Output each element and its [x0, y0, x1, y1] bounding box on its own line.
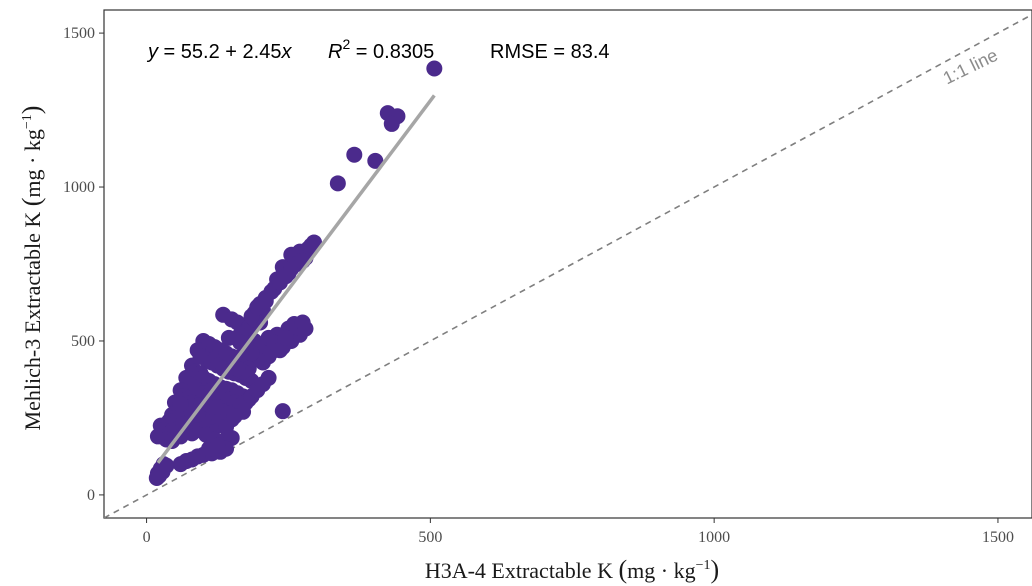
equation-terms: = 55.2 + 2.45 [158, 41, 281, 63]
rmse-annotation: RMSE = 83.4 [490, 41, 610, 63]
x-tick-label: 0 [143, 529, 151, 546]
x-axis-title: H3A-4 Extractable K (mg · kg−1) [425, 555, 719, 584]
y-tick-label: 1000 [63, 179, 95, 196]
axis-ticks: 0 500 1000 1500 0 500 1000 1500 [63, 25, 1014, 546]
regression-equation: y = 55.2 + 2.45x [146, 41, 292, 63]
data-point [303, 237, 320, 254]
y-unit-main: mg · kg [20, 129, 45, 197]
equation-y-symbol: y [146, 41, 159, 63]
y-tick-label: 0 [87, 487, 95, 504]
data-point [271, 342, 288, 359]
data-point [383, 115, 400, 132]
y-unit-close-paren: ) [17, 106, 46, 115]
regression-line [156, 94, 436, 464]
data-point [172, 396, 189, 413]
x-unit-close-paren: ) [711, 555, 720, 584]
fit-line-layer [156, 94, 436, 464]
data-point [367, 152, 384, 169]
y-unit-exponent: −1 [20, 114, 35, 129]
x-tick-label: 1000 [698, 529, 730, 546]
x-unit-exponent: −1 [696, 558, 711, 573]
x-axis-title-prefix: H3A-4 Extractable K [425, 558, 619, 583]
r-squared-value: = 0.8305 [350, 41, 434, 63]
x-unit-open-paren: ( [618, 555, 627, 584]
r-symbol: R [328, 41, 342, 63]
data-point [172, 456, 189, 473]
data-point [226, 408, 243, 425]
y-axis-title-prefix: Mehlich-3 Extractable K [20, 206, 45, 430]
data-point [274, 403, 291, 420]
y-axis-title: Mehlich-3 Extractable K (mg · kg−1) [17, 106, 46, 431]
x-tick-label: 1500 [982, 529, 1014, 546]
data-point [257, 292, 274, 309]
data-point [277, 329, 294, 346]
data-point [346, 146, 363, 163]
r-squared-annotation: R2 = 0.8305 [328, 36, 434, 63]
x-unit-main: mg · kg [627, 558, 695, 583]
data-point [329, 175, 346, 192]
data-point [158, 457, 175, 474]
r-squared-exponent: 2 [342, 36, 350, 52]
data-point [297, 320, 314, 337]
data-point [426, 60, 443, 77]
equation-x-symbol: x [280, 41, 292, 63]
data-point [260, 369, 277, 386]
x-tick-label: 500 [418, 529, 442, 546]
y-tick-label: 500 [71, 333, 95, 350]
points-layer [148, 60, 443, 486]
y-unit-open-paren: ( [17, 198, 46, 207]
data-point [209, 437, 226, 454]
y-tick-label: 1500 [63, 25, 95, 42]
